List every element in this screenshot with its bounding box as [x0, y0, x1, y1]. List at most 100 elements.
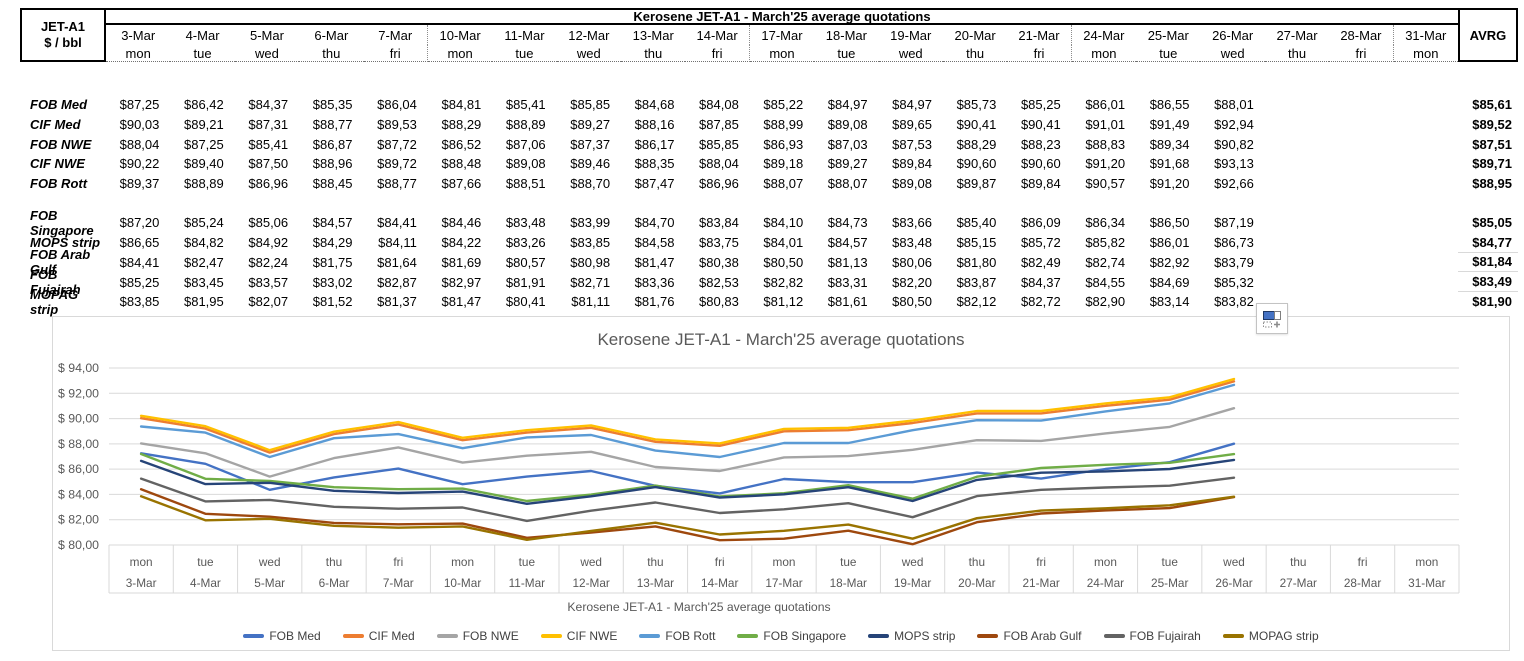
col-header-day[interactable]: wed [1200, 45, 1265, 62]
price-cell[interactable]: $85,15 [956, 235, 997, 251]
price-cell[interactable]: $85,72 [1020, 235, 1061, 251]
avg-cell[interactable]: $89,71 [1472, 156, 1512, 172]
col-header-date[interactable]: 3-Mar [121, 27, 156, 43]
col-header-day[interactable]: wed [556, 45, 622, 62]
price-cell[interactable]: $83,02 [312, 274, 353, 290]
price-cell[interactable]: $89,34 [1149, 136, 1190, 152]
col-header-day[interactable]: fri [1007, 45, 1072, 62]
legend-item[interactable]: FOB NWE [436, 629, 519, 643]
price-cell[interactable]: $88,77 [377, 176, 417, 192]
price-cell[interactable]: $89,21 [183, 117, 224, 133]
price-cell[interactable]: $85,06 [248, 215, 289, 231]
price-cell[interactable]: $85,41 [505, 97, 546, 113]
price-cell[interactable]: $88,07 [827, 176, 868, 192]
price-cell[interactable]: $88,29 [441, 117, 482, 133]
price-cell[interactable]: $89,40 [183, 156, 224, 172]
col-header-day[interactable]: mon [106, 45, 171, 62]
avg-cell[interactable]: $89,52 [1472, 117, 1512, 133]
price-cell[interactable] [1394, 292, 1458, 312]
price-cell[interactable]: $83,36 [634, 274, 675, 290]
price-cell[interactable]: $80,50 [763, 254, 804, 270]
price-cell[interactable]: $84,55 [1085, 274, 1126, 290]
price-cell[interactable]: $81,11 [571, 294, 611, 310]
price-cell[interactable]: $90,82 [1214, 136, 1254, 152]
price-cell[interactable] [1394, 233, 1458, 253]
price-cell[interactable] [1394, 174, 1458, 194]
price-cell[interactable]: $88,04 [119, 136, 160, 152]
price-cell[interactable]: $84,37 [1020, 274, 1061, 290]
price-cell[interactable]: $89,08 [827, 117, 868, 133]
price-cell[interactable] [1394, 253, 1458, 273]
price-cell[interactable]: $85,40 [956, 215, 997, 231]
price-cell[interactable]: $82,97 [441, 274, 482, 290]
price-cell[interactable]: $84,57 [312, 215, 353, 231]
price-cell[interactable]: $84,41 [377, 215, 417, 231]
price-cell[interactable]: $84,08 [699, 97, 739, 113]
price-cell[interactable]: $86,73 [1214, 235, 1254, 251]
price-cell[interactable]: $81,95 [183, 294, 224, 310]
price-cell[interactable]: $82,71 [570, 274, 611, 290]
price-cell[interactable]: $90,60 [1020, 156, 1061, 172]
col-header-date[interactable]: 4-Mar [185, 27, 220, 43]
price-cell[interactable]: $84,81 [441, 97, 482, 113]
col-header-day[interactable]: thu [621, 45, 686, 62]
price-cell[interactable]: $88,99 [763, 117, 804, 133]
price-cell[interactable]: $90,60 [956, 156, 997, 172]
price-cell[interactable]: $81,13 [827, 254, 868, 270]
price-cell[interactable]: $85,22 [763, 97, 804, 113]
price-cell[interactable]: $84,92 [248, 235, 289, 251]
legend-item[interactable]: FOB Fujairah [1103, 629, 1201, 643]
row-label[interactable]: CIF Med [30, 117, 81, 133]
price-cell[interactable]: $81,69 [441, 254, 482, 270]
legend-item[interactable]: FOB Med [243, 629, 321, 643]
col-header-date[interactable]: 18-Mar [825, 27, 867, 43]
price-cell[interactable]: $82,47 [183, 254, 224, 270]
price-cell[interactable]: $86,01 [1085, 97, 1126, 113]
price-cell[interactable]: $88,04 [699, 156, 739, 172]
price-cell[interactable]: $80,57 [505, 254, 546, 270]
price-cell[interactable]: $81,47 [634, 254, 675, 270]
row-label[interactable]: FOB Med [30, 97, 88, 113]
price-cell[interactable]: $84,57 [827, 235, 868, 251]
price-cell[interactable]: $89,08 [505, 156, 546, 172]
price-cell[interactable]: $89,84 [892, 156, 932, 172]
price-cell[interactable]: $90,57 [1085, 176, 1126, 192]
price-cell[interactable] [1265, 115, 1329, 135]
price-cell[interactable]: $82,49 [1020, 254, 1061, 270]
price-cell[interactable]: $87,31 [248, 117, 289, 133]
col-header-day[interactable]: mon [427, 45, 493, 62]
legend-item[interactable]: CIF Med [342, 629, 415, 643]
price-cell[interactable]: $87,06 [505, 136, 546, 152]
col-header-day[interactable]: fri [363, 45, 428, 62]
price-cell[interactable]: $81,52 [312, 294, 353, 310]
price-cell[interactable]: $82,07 [248, 294, 289, 310]
price-cell[interactable]: $83,14 [1149, 294, 1190, 310]
avg-cell[interactable]: $87,51 [1472, 136, 1512, 152]
row-label[interactable]: FOB NWE [30, 136, 92, 152]
price-cell[interactable]: $93,13 [1214, 156, 1254, 172]
col-header-date[interactable]: 27-Mar [1276, 27, 1318, 43]
price-cell[interactable]: $80,83 [699, 294, 739, 310]
price-cell[interactable] [1394, 272, 1458, 292]
price-cell[interactable]: $83,84 [699, 215, 739, 231]
price-cell[interactable]: $91,49 [1149, 117, 1190, 133]
price-cell[interactable] [1329, 115, 1393, 135]
col-header-date[interactable]: 6-Mar [314, 27, 349, 43]
price-cell[interactable]: $86,17 [634, 136, 675, 152]
price-cell[interactable] [1394, 154, 1458, 174]
price-cell[interactable]: $83,85 [119, 294, 160, 310]
price-cell[interactable] [1329, 253, 1393, 273]
price-cell[interactable]: $89,27 [827, 156, 868, 172]
price-cell[interactable] [1265, 154, 1329, 174]
col-header-date[interactable]: 11-Mar [504, 27, 545, 43]
col-header-date[interactable]: 10-Mar [439, 27, 481, 43]
price-cell[interactable]: $86,93 [763, 136, 804, 152]
price-cell[interactable] [1265, 253, 1329, 273]
price-cell[interactable]: $82,74 [1085, 254, 1126, 270]
price-cell[interactable]: $88,23 [1020, 136, 1061, 152]
price-cell[interactable]: $86,01 [1149, 235, 1190, 251]
price-cell[interactable]: $91,68 [1149, 156, 1190, 172]
price-cell[interactable]: $86,52 [441, 136, 482, 152]
legend-item[interactable]: FOB Arab Gulf [977, 629, 1082, 643]
price-cell[interactable]: $89,87 [956, 176, 997, 192]
